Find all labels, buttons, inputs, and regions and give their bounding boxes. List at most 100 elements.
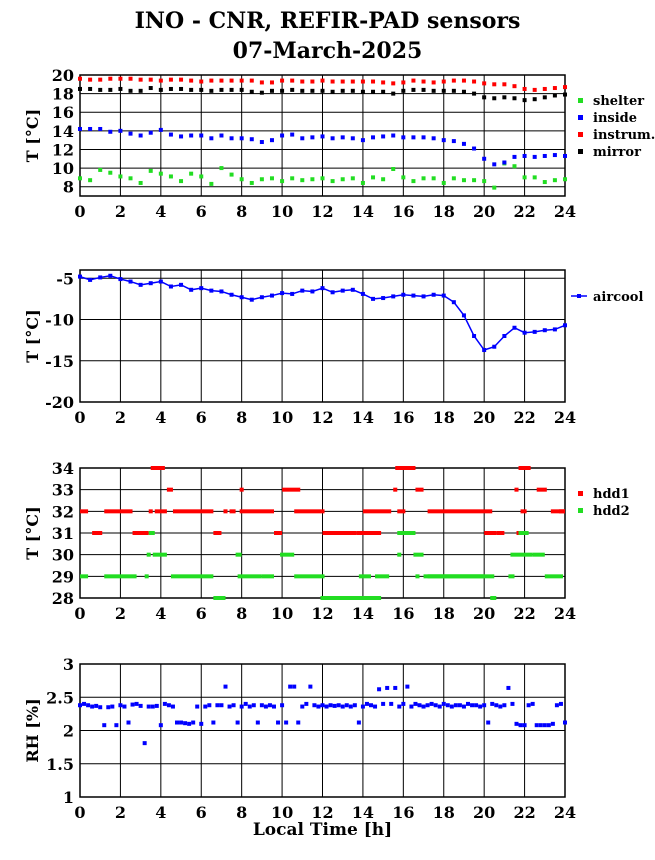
data-point: [437, 704, 442, 709]
data-point: [308, 684, 313, 689]
data-point: [189, 171, 194, 176]
data-point: [88, 277, 93, 282]
data-point: [78, 274, 82, 279]
data-point: [98, 167, 103, 172]
data-point: [486, 720, 491, 725]
data-point: [421, 176, 426, 181]
data-point: [360, 89, 365, 94]
data-point: [280, 291, 285, 296]
data-point: [433, 703, 438, 708]
x-tick-label: 24: [554, 202, 576, 221]
data-point: [88, 126, 93, 131]
data-point: [290, 87, 295, 92]
data-point: [211, 720, 216, 725]
data-point: [86, 703, 91, 708]
data-point: [249, 78, 254, 83]
data-point: [166, 487, 173, 492]
x-tick-label: 12: [311, 202, 333, 221]
data-point: [179, 77, 184, 82]
data-point: [94, 703, 99, 708]
x-tick-label: 4: [155, 604, 166, 623]
data-point: [223, 684, 228, 689]
x-tick-label: 16: [392, 408, 414, 427]
data-point: [395, 466, 416, 470]
series-shelter: [78, 161, 567, 190]
data-point: [108, 273, 113, 278]
data-point: [259, 80, 264, 85]
data-point: [441, 701, 446, 706]
data-point: [512, 96, 517, 101]
data-point: [142, 741, 147, 746]
data-point: [522, 723, 527, 728]
data-point: [381, 80, 386, 85]
data-point: [90, 704, 95, 709]
data-point: [391, 81, 396, 86]
data-point: [138, 703, 143, 708]
data-point: [411, 179, 416, 184]
y-tick-label: 14: [52, 122, 74, 141]
data-point: [502, 703, 507, 708]
data-point: [249, 297, 254, 302]
data-point: [272, 704, 276, 709]
y-tick-label: -10: [45, 311, 74, 330]
data-point: [360, 704, 365, 709]
data-point: [532, 552, 545, 557]
data-point: [98, 77, 103, 82]
data-point: [280, 78, 285, 83]
data-point: [542, 153, 547, 158]
data-point: [189, 87, 194, 92]
data-point: [340, 288, 345, 293]
data-point: [187, 721, 192, 726]
data-point: [340, 177, 345, 182]
y-tick-label: 18: [52, 85, 74, 104]
data-point: [429, 701, 434, 706]
data-point: [492, 96, 497, 101]
data-point: [332, 703, 337, 708]
data-point: [411, 87, 416, 92]
data-point: [209, 288, 214, 293]
data-point: [421, 87, 426, 92]
data-point: [502, 82, 507, 87]
x-tick-label: 16: [392, 604, 414, 623]
data-point: [300, 288, 305, 293]
y-tick-label: 3: [63, 655, 74, 674]
data-point: [518, 723, 523, 728]
data-point: [371, 135, 376, 140]
data-point: [168, 132, 173, 137]
data-point: [472, 146, 477, 151]
y-tick-label: -5: [56, 269, 74, 288]
data-point: [269, 293, 274, 298]
data-point: [128, 76, 133, 81]
data-point: [239, 487, 244, 492]
series-inside: [78, 126, 567, 167]
data-point: [554, 703, 559, 708]
data-point: [288, 684, 293, 689]
data-point: [393, 685, 398, 690]
data-point: [558, 509, 565, 514]
data-point: [158, 279, 163, 284]
data-point: [223, 509, 228, 514]
data-point: [158, 127, 163, 132]
x-tick-label: 2: [115, 202, 126, 221]
data-point: [391, 294, 396, 299]
data-point: [229, 509, 236, 514]
data-point: [280, 88, 285, 93]
data-point: [415, 574, 420, 579]
title-block: INO - CNR, REFIR-PAD sensors 07-March-20…: [0, 6, 655, 66]
data-point: [431, 176, 436, 181]
x-tick-label: 20: [473, 408, 495, 427]
data-point: [88, 77, 93, 82]
data-point: [350, 88, 355, 93]
data-point: [512, 154, 517, 159]
data-point: [457, 703, 462, 708]
data-point: [148, 86, 153, 91]
x-tick-label: 6: [196, 408, 207, 427]
y-tick-label: -15: [45, 352, 74, 371]
data-point: [492, 82, 497, 87]
x-tick-label: 10: [271, 604, 293, 623]
data-point: [304, 701, 309, 706]
data-point: [532, 87, 537, 92]
data-point: [542, 723, 547, 728]
data-point: [466, 701, 470, 706]
